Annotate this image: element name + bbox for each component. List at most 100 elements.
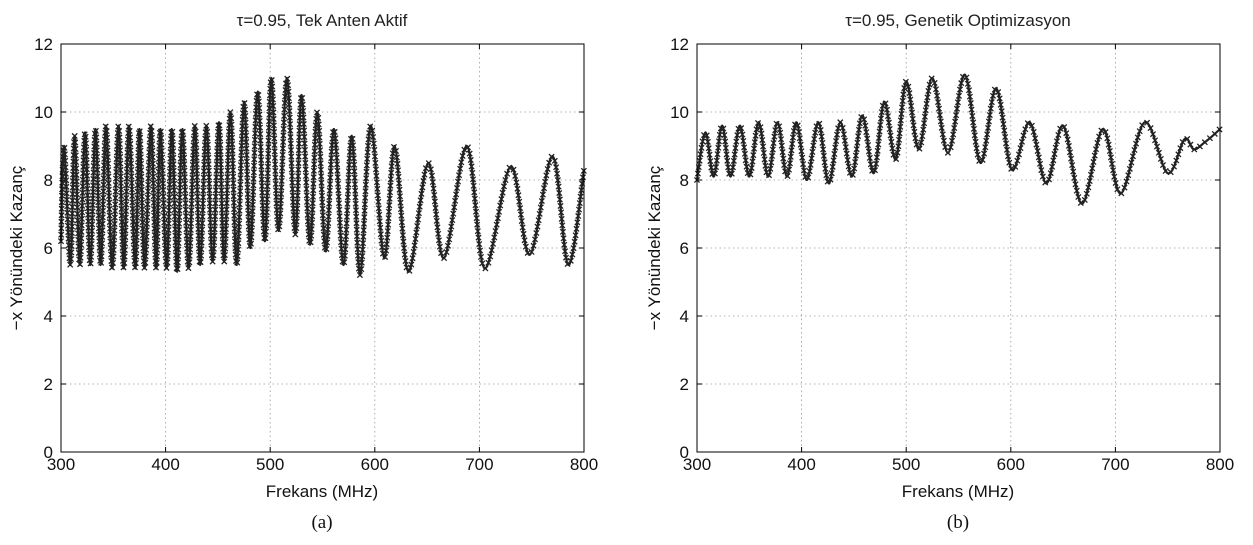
series-marker bbox=[100, 201, 107, 208]
series-marker bbox=[176, 181, 184, 188]
series-marker bbox=[551, 157, 558, 164]
series-marker bbox=[170, 161, 177, 168]
series-marker bbox=[316, 127, 323, 134]
series-marker bbox=[288, 160, 295, 167]
series-marker bbox=[134, 201, 141, 208]
series-marker bbox=[318, 192, 326, 199]
series-marker bbox=[74, 197, 81, 204]
grid-b bbox=[697, 44, 1220, 452]
series-marker bbox=[375, 205, 382, 212]
series-marker bbox=[531, 236, 539, 243]
series-marker bbox=[200, 181, 207, 188]
series-marker bbox=[516, 198, 523, 205]
series-marker bbox=[286, 108, 293, 115]
series-marker bbox=[93, 140, 100, 147]
series-marker bbox=[396, 186, 403, 193]
series-marker bbox=[358, 266, 365, 273]
series-marker bbox=[302, 153, 309, 160]
series-marker bbox=[1070, 168, 1077, 175]
series-marker bbox=[102, 123, 109, 130]
series-marker bbox=[732, 144, 739, 152]
series-marker bbox=[307, 239, 314, 246]
series-marker bbox=[155, 188, 162, 195]
series-marker bbox=[352, 200, 359, 207]
series-marker bbox=[155, 194, 162, 201]
series-marker bbox=[123, 168, 130, 176]
series-marker bbox=[256, 111, 263, 118]
series-marker bbox=[376, 211, 383, 218]
series-marker bbox=[479, 260, 486, 267]
series-marker bbox=[257, 143, 264, 151]
series-marker bbox=[310, 167, 317, 174]
series-marker bbox=[270, 122, 277, 129]
series-marker bbox=[311, 154, 318, 161]
series-marker bbox=[264, 196, 271, 203]
series-marker bbox=[111, 207, 119, 215]
series-marker bbox=[89, 188, 97, 196]
series-marker bbox=[418, 190, 425, 197]
series-marker bbox=[703, 132, 710, 139]
series-marker bbox=[358, 259, 365, 266]
y-tick-label: 4 bbox=[680, 307, 689, 326]
series-marker bbox=[1008, 165, 1015, 172]
series-marker bbox=[300, 107, 307, 115]
series-marker bbox=[280, 119, 287, 126]
series-marker bbox=[85, 211, 92, 218]
series-marker bbox=[469, 169, 476, 176]
series-marker bbox=[149, 154, 156, 161]
series-marker bbox=[243, 151, 250, 159]
series-marker bbox=[769, 152, 776, 160]
series-marker bbox=[948, 137, 956, 144]
series-marker bbox=[431, 191, 438, 199]
series-marker bbox=[425, 160, 432, 167]
series-marker bbox=[1069, 162, 1076, 169]
series-marker bbox=[63, 190, 70, 197]
series-marker bbox=[451, 204, 458, 211]
series-marker bbox=[177, 175, 184, 182]
series-marker bbox=[771, 133, 778, 140]
series-marker bbox=[62, 170, 69, 177]
series-marker bbox=[388, 163, 395, 170]
series-marker bbox=[63, 177, 70, 184]
series-marker bbox=[277, 203, 284, 210]
series-marker bbox=[84, 179, 91, 186]
series-marker bbox=[821, 159, 828, 166]
series-marker bbox=[852, 152, 859, 159]
series-marker bbox=[562, 254, 570, 261]
series-marker bbox=[67, 261, 74, 268]
series-marker bbox=[95, 212, 102, 219]
series-marker bbox=[332, 135, 339, 142]
series-marker bbox=[468, 163, 475, 170]
series-marker bbox=[309, 213, 316, 220]
series-marker bbox=[193, 167, 200, 174]
series-marker bbox=[757, 124, 764, 131]
series-marker bbox=[144, 201, 151, 208]
series-marker bbox=[82, 133, 89, 140]
series-marker bbox=[559, 222, 566, 229]
chart-title-a: τ=0.95, Tek Anten Aktif bbox=[237, 11, 408, 30]
series-marker bbox=[1128, 159, 1135, 166]
series-marker bbox=[78, 215, 85, 222]
series-marker bbox=[139, 225, 146, 232]
series-marker bbox=[310, 187, 317, 194]
series-marker bbox=[212, 193, 219, 200]
series-marker bbox=[204, 141, 211, 148]
series-marker bbox=[705, 145, 712, 152]
series-marker bbox=[284, 82, 292, 89]
series-marker bbox=[713, 157, 720, 164]
series-marker bbox=[62, 164, 69, 171]
series-marker bbox=[398, 212, 405, 219]
series-marker bbox=[1177, 145, 1184, 152]
series-marker bbox=[299, 94, 306, 102]
series-marker bbox=[192, 128, 199, 135]
series-marker bbox=[540, 185, 548, 192]
series-marker bbox=[748, 164, 755, 172]
series-marker bbox=[116, 140, 123, 148]
series-marker bbox=[154, 220, 161, 227]
series-marker bbox=[222, 226, 230, 233]
series-marker bbox=[231, 219, 238, 226]
series-marker bbox=[739, 131, 746, 138]
series-marker bbox=[335, 193, 342, 200]
series-marker bbox=[141, 264, 148, 271]
series-marker bbox=[456, 172, 463, 179]
